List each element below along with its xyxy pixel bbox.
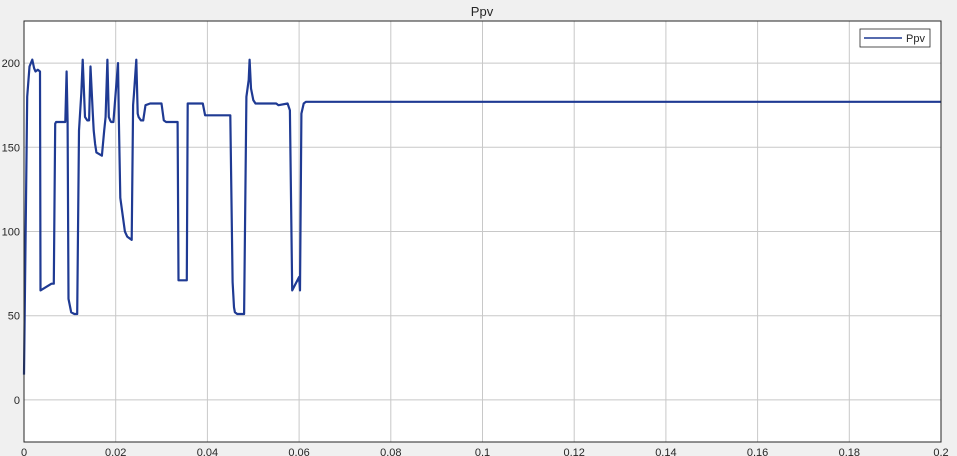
x-tick-label: 0.14 (655, 447, 676, 456)
x-tick-label: 0.18 (839, 447, 860, 456)
x-tick-label: 0.1 (475, 447, 490, 456)
series-layer (22, 58, 941, 375)
legend: Ppv (859, 28, 931, 48)
y-tick-label: 200 (2, 58, 20, 70)
x-tick-label: 0.2 (933, 447, 948, 456)
x-tick-label: 0.12 (563, 447, 584, 456)
x-axis-tick-labels: 0 0.02 0.04 0.06 0.08 0.1 0.12 0.14 0.16 0.18 0.2 (21, 447, 949, 456)
y-axis-tick-labels: 0 50 100 150 200 (2, 58, 20, 407)
x-tick-label: 0.06 (288, 447, 309, 456)
x-tick-label: 0.04 (197, 447, 218, 456)
x-tick-label: 0.16 (747, 447, 768, 456)
legend-label: Ppv (906, 33, 925, 45)
series-line (22, 58, 941, 375)
x-tick-label: 0 (21, 447, 27, 456)
y-tick-label: 0 (14, 395, 20, 407)
y-tick-label: 100 (2, 227, 20, 239)
x-tick-label: 0.02 (105, 447, 126, 456)
x-tick-label: 0.08 (380, 447, 401, 456)
chart-title: Ppv (471, 4, 494, 19)
plot-frame (23, 20, 942, 443)
y-tick-label: 50 (8, 311, 20, 323)
y-tick-label: 150 (2, 142, 20, 154)
